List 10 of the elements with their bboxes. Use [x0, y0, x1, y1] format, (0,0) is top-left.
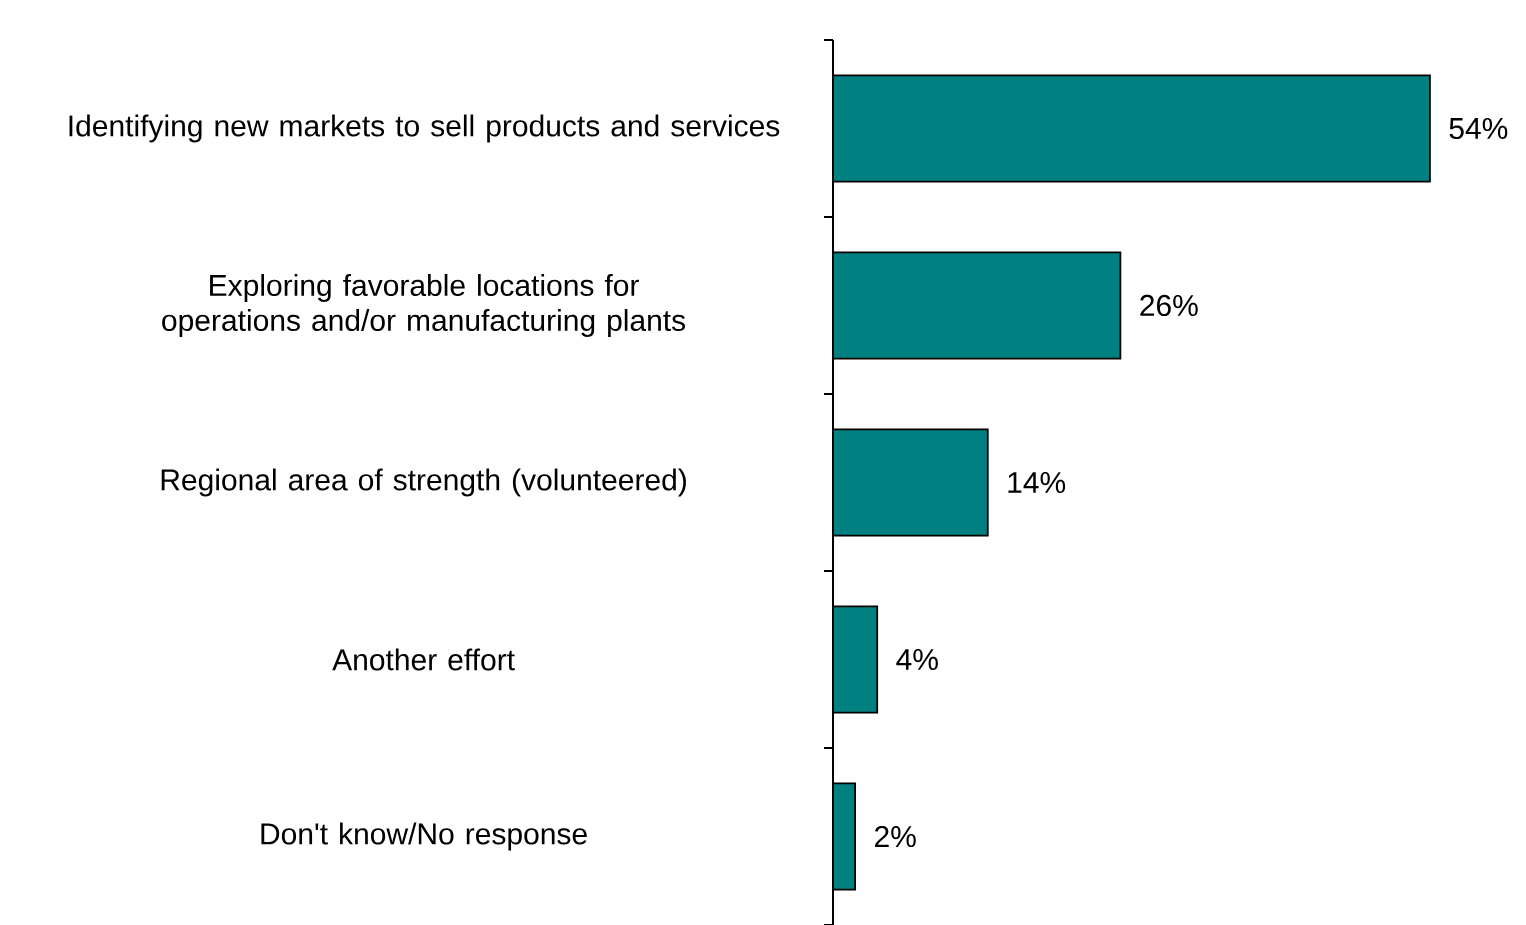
- data-label: 4%: [896, 649, 938, 671]
- data-label: 54%: [1449, 117, 1508, 140]
- data-label: 26%: [1140, 294, 1198, 317]
- y-tick-label: Don't know/No response: [261, 822, 587, 851]
- y-tick-label: Identifying new markets to sell products and services: [69, 114, 780, 143]
- y-tick-label: Exploring favorable locations for operations and/or manufacturing plants: [162, 274, 686, 337]
- data-label: 14%: [1008, 472, 1066, 494]
- y-tick-label: Another effort: [332, 648, 515, 671]
- y-tick-label: Regional area of strength (volunteered): [161, 468, 686, 497]
- data-label: 2%: [875, 825, 916, 848]
